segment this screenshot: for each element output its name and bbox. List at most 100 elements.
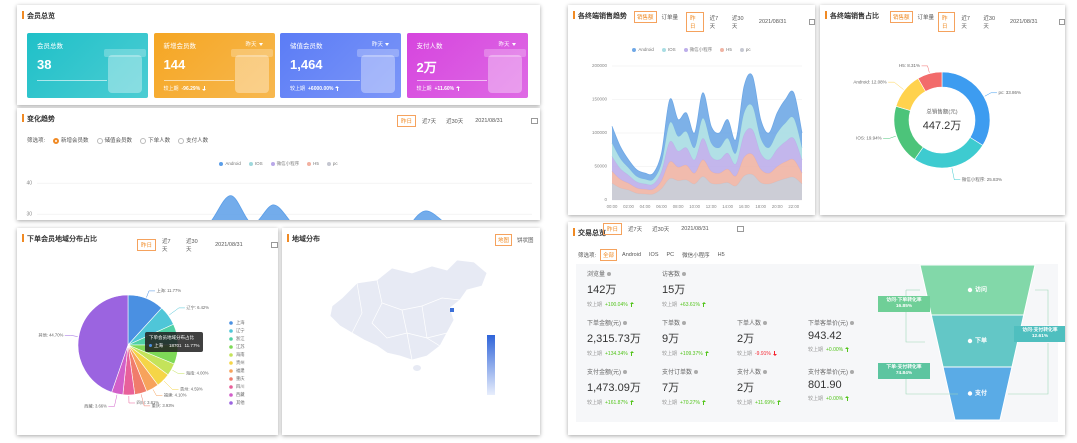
metric-tab[interactable]: 销售额	[890, 11, 913, 23]
legend-swatch	[229, 401, 233, 405]
period-button[interactable]: 昨日	[938, 12, 956, 32]
stage-icon	[967, 287, 973, 293]
filter-chip[interactable]: IOS	[649, 252, 659, 258]
filter-option[interactable]: 下单人数	[140, 136, 170, 144]
legend-label[interactable]: 浙江	[236, 335, 245, 342]
view-tab[interactable]: 地图	[495, 234, 513, 246]
calendar-icon[interactable]	[1058, 19, 1065, 25]
legend-label[interactable]: 上海	[236, 319, 245, 326]
view-tab[interactable]: 饼状图	[517, 238, 534, 244]
help-icon[interactable]	[850, 321, 854, 326]
filter-chip[interactable]: H5	[717, 252, 725, 258]
metric-card: 支付人数 昨天 2万 较上期 +11.60%	[406, 33, 528, 98]
help-icon[interactable]	[682, 272, 687, 277]
metric-tab[interactable]: 订单量	[661, 15, 679, 21]
date-picker[interactable]: 2021/08/31	[758, 19, 787, 25]
filter-chip[interactable]: 全部	[600, 249, 618, 261]
card-compare: 较上期 +6000.00%	[290, 85, 340, 92]
date-picker[interactable]: 2021/08/31	[475, 118, 503, 124]
date-picker[interactable]: 2021/08/31	[1010, 19, 1038, 25]
filter-option[interactable]: 储值会员数	[96, 136, 132, 144]
legend-label[interactable]: 其他	[236, 399, 245, 406]
period-button[interactable]: 近30天	[652, 227, 670, 233]
legend-item[interactable]: pc	[326, 161, 338, 167]
metric-compare: 较上期 +161.87%	[587, 399, 659, 406]
legend-item[interactable]: Android	[219, 161, 241, 167]
date-picker[interactable]: 2021/08/31	[215, 242, 243, 248]
metric: 支付客单价(元) 801.90 较上期 +0.00%	[808, 367, 880, 402]
period-button[interactable]: 昨日	[397, 115, 417, 127]
card-decoration	[104, 49, 146, 57]
period-button[interactable]: 近7天	[961, 16, 970, 30]
filter-option[interactable]: 支付人数	[178, 136, 208, 144]
legend-label[interactable]: 贵州	[236, 359, 245, 366]
period-button[interactable]: 近7天	[628, 227, 643, 233]
legend-item[interactable]: H5	[307, 161, 319, 167]
help-icon[interactable]	[694, 370, 699, 375]
legend-label[interactable]: 江苏	[236, 343, 245, 350]
period-dropdown[interactable]: 昨天	[498, 40, 516, 48]
filter-chip[interactable]: Android	[622, 252, 642, 258]
period-button[interactable]: 近30天	[731, 16, 744, 30]
metric-tab[interactable]: 订单量	[917, 15, 935, 21]
period-button[interactable]: 近30天	[446, 119, 464, 125]
filter-option[interactable]: 新增会员数	[53, 136, 89, 144]
legend-label: IOS	[667, 47, 676, 52]
metric-label: 下单数	[662, 321, 681, 327]
metric-tab[interactable]: 销售额	[634, 11, 657, 23]
legend-item[interactable]: H5	[720, 47, 732, 53]
period-button[interactable]: 昨日	[686, 12, 704, 32]
legend-item[interactable]: IOS	[661, 47, 676, 53]
period-dropdown[interactable]: 昨天	[372, 40, 389, 48]
card-decoration	[234, 55, 269, 93]
metric-label-row: 下单人数	[737, 318, 809, 327]
x-tick-label: 10:00	[689, 204, 700, 209]
period-button[interactable]: 近7天	[422, 119, 437, 125]
legend-item[interactable]: pc	[739, 47, 751, 53]
visual-map-scale	[487, 335, 495, 395]
calendar-icon[interactable]	[737, 226, 745, 232]
help-icon[interactable]	[623, 370, 627, 375]
period-button[interactable]: 近30天	[186, 239, 198, 253]
legend-label[interactable]: 重庆	[236, 375, 245, 382]
compare-label: 较上期	[737, 351, 753, 357]
legend-label[interactable]: 福建	[236, 367, 245, 374]
conversion-label: 访问-下单转化率	[886, 298, 922, 303]
province-border	[371, 302, 448, 339]
filter-chip[interactable]: 微信小程序	[682, 253, 710, 259]
calendar-icon[interactable]	[531, 118, 539, 124]
sales-trend-panel: 各终端销售趋势 销售额 订单量 昨日 近7天 近30天 2021/08/31 Android…	[568, 5, 815, 215]
legend-item[interactable]: IOS	[248, 161, 263, 167]
legend-label[interactable]: 四川	[236, 384, 245, 389]
legend-label[interactable]: 海南	[236, 351, 245, 358]
legend-label[interactable]: 西藏	[236, 391, 245, 398]
date-picker[interactable]: 2021/08/31	[681, 226, 709, 232]
help-icon[interactable]	[763, 321, 768, 326]
help-icon[interactable]	[607, 272, 612, 277]
period-dropdown[interactable]: 昨天	[245, 40, 263, 48]
calendar-icon[interactable]	[808, 19, 815, 25]
legend-item[interactable]: 微信小程序	[683, 47, 712, 53]
center-value: 447.2万	[923, 120, 962, 132]
legend-item[interactable]: Android	[632, 47, 654, 53]
metric-label-row: 浏览量	[587, 269, 659, 278]
period-button[interactable]: 昨日	[603, 223, 623, 235]
label-leader	[169, 307, 185, 316]
period-button[interactable]: 昨日	[137, 239, 156, 251]
card-decoration	[487, 55, 522, 93]
calendar-icon[interactable]	[271, 242, 278, 248]
period-button[interactable]: 近7天	[162, 239, 171, 253]
data-label: 海南: 4.00%	[186, 370, 209, 377]
help-icon[interactable]	[850, 370, 854, 375]
x-tick-label: 16:00	[739, 204, 750, 209]
metric-value: 7万	[662, 382, 680, 394]
help-icon[interactable]	[763, 370, 768, 375]
help-icon[interactable]	[682, 321, 687, 326]
legend-item[interactable]: 微信小程序	[270, 161, 299, 167]
legend-label[interactable]: 辽宁	[236, 327, 245, 334]
period-button[interactable]: 近7天	[709, 16, 719, 30]
filter-chip[interactable]: PC	[666, 252, 675, 258]
series-area	[612, 173, 802, 200]
help-icon[interactable]	[623, 321, 627, 326]
period-button[interactable]: 近30天	[983, 16, 996, 30]
